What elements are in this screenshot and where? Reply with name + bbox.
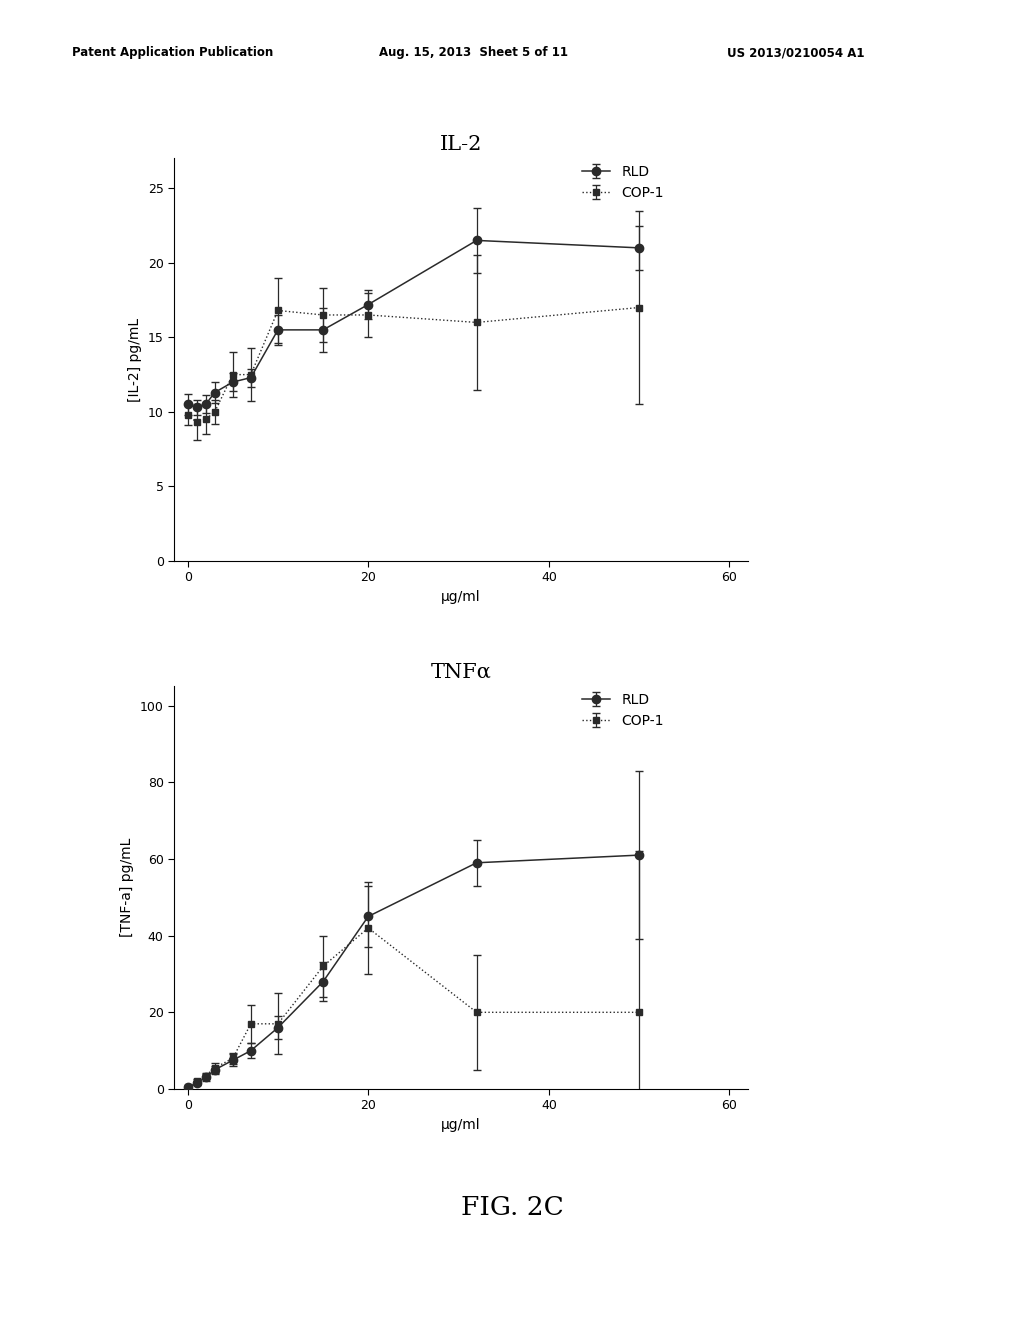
- Y-axis label: [IL-2] pg/mL: [IL-2] pg/mL: [128, 318, 142, 401]
- X-axis label: μg/ml: μg/ml: [441, 1118, 480, 1133]
- Y-axis label: [TNF-a] pg/mL: [TNF-a] pg/mL: [120, 838, 134, 937]
- X-axis label: μg/ml: μg/ml: [441, 590, 480, 605]
- Text: US 2013/0210054 A1: US 2013/0210054 A1: [727, 46, 864, 59]
- Title: IL-2: IL-2: [439, 135, 482, 154]
- Text: Aug. 15, 2013  Sheet 5 of 11: Aug. 15, 2013 Sheet 5 of 11: [379, 46, 568, 59]
- Text: Patent Application Publication: Patent Application Publication: [72, 46, 273, 59]
- Title: TNFα: TNFα: [430, 663, 492, 682]
- Legend: RLD, COP-1: RLD, COP-1: [583, 693, 664, 729]
- Text: FIG. 2C: FIG. 2C: [461, 1196, 563, 1220]
- Legend: RLD, COP-1: RLD, COP-1: [583, 165, 664, 201]
